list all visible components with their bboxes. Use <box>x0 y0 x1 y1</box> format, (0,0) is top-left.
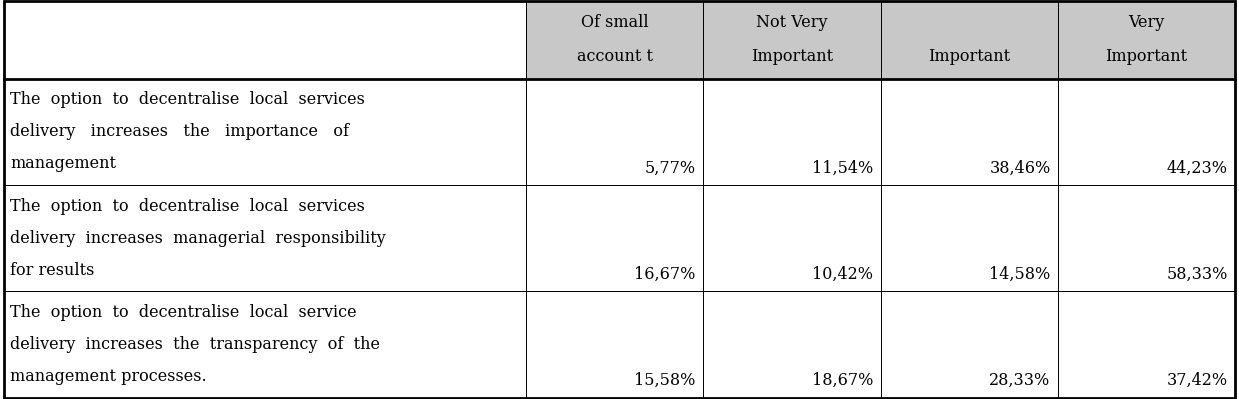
Bar <box>881 291 1058 398</box>
Text: 28,33%: 28,33% <box>989 372 1051 389</box>
Text: account t: account t <box>576 48 653 65</box>
Text: 37,42%: 37,42% <box>1167 372 1228 389</box>
Text: 18,67%: 18,67% <box>812 372 873 389</box>
Bar <box>4 291 525 398</box>
Text: The  option  to  decentralise  local  services: The option to decentralise local service… <box>10 91 364 108</box>
Text: 5,77%: 5,77% <box>644 160 696 176</box>
Text: Very: Very <box>1129 14 1165 32</box>
Text: 16,67%: 16,67% <box>634 266 696 283</box>
Text: delivery  increases  managerial  responsibility: delivery increases managerial responsibi… <box>10 230 385 247</box>
Bar <box>525 291 704 398</box>
Text: management processes.: management processes. <box>10 368 207 385</box>
Text: The  option  to  decentralise  local  services: The option to decentralise local service… <box>10 198 364 215</box>
Text: Of small: Of small <box>581 14 648 32</box>
Text: for results: for results <box>10 262 94 279</box>
Bar <box>525 185 704 291</box>
Text: 15,58%: 15,58% <box>634 372 696 389</box>
Text: 11,54%: 11,54% <box>812 160 873 176</box>
Text: delivery  increases  the  transparency  of  the: delivery increases the transparency of t… <box>10 336 380 353</box>
Text: 38,46%: 38,46% <box>989 160 1051 176</box>
Bar <box>525 1 704 79</box>
Bar <box>1058 185 1235 291</box>
Text: Important: Important <box>928 48 1010 65</box>
Text: 44,23%: 44,23% <box>1167 160 1228 176</box>
Bar <box>881 1 1058 79</box>
Text: management: management <box>10 155 116 172</box>
Text: delivery   increases   the   importance   of: delivery increases the importance of <box>10 123 349 140</box>
Bar <box>1058 79 1235 185</box>
Bar <box>704 291 881 398</box>
Text: Important: Important <box>1105 48 1188 65</box>
Text: 14,58%: 14,58% <box>989 266 1051 283</box>
Bar <box>1058 1 1235 79</box>
Bar <box>1058 291 1235 398</box>
Text: The  option  to  decentralise  local  service: The option to decentralise local service <box>10 304 357 321</box>
Bar <box>4 1 525 79</box>
Text: 10,42%: 10,42% <box>812 266 873 283</box>
Bar <box>4 185 525 291</box>
Bar <box>704 185 881 291</box>
Text: 58,33%: 58,33% <box>1166 266 1228 283</box>
Bar <box>881 185 1058 291</box>
Bar <box>4 79 525 185</box>
Bar <box>704 1 881 79</box>
Text: Important: Important <box>751 48 833 65</box>
Bar <box>704 79 881 185</box>
Bar <box>881 79 1058 185</box>
Text: Not Very: Not Very <box>756 14 828 32</box>
Bar <box>525 79 704 185</box>
